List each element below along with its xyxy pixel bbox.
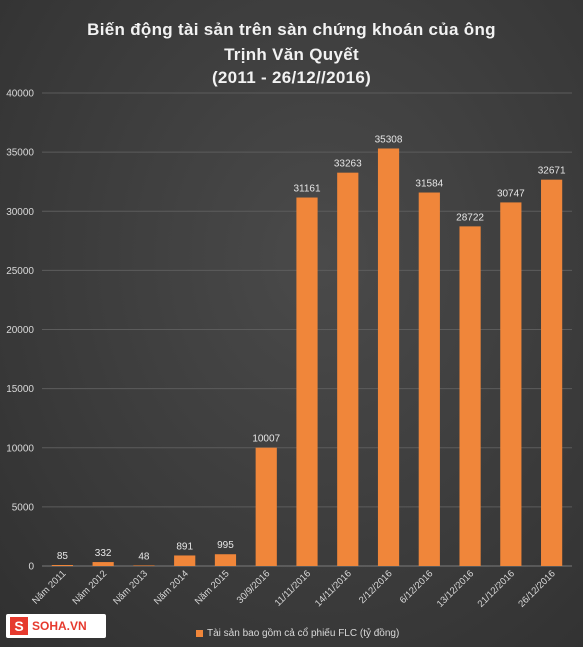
y-tick-label: 10000 [6, 443, 34, 454]
data-label: 33263 [334, 159, 362, 170]
chart-title-line-2: Trịnh Văn Quyết [224, 45, 359, 64]
x-tick-label: 21/12/2016 [476, 568, 517, 609]
data-label: 31584 [415, 179, 443, 190]
data-label: 31161 [293, 184, 321, 195]
data-label: 995 [217, 540, 234, 551]
bar [459, 226, 481, 566]
bar [418, 192, 440, 566]
data-label: 30747 [497, 188, 525, 199]
bar [92, 562, 114, 566]
bar [377, 148, 400, 566]
x-tick-label: 11/11/2016 [273, 568, 313, 608]
legend: Tài sản bao gồm cả cổ phiếu FLC (tỷ đồng… [196, 628, 399, 639]
legend-swatch [196, 630, 203, 637]
data-label: 28722 [456, 212, 484, 223]
x-tick-label: Năm 2011 [30, 568, 68, 606]
bar [296, 197, 318, 566]
data-label: 891 [176, 541, 193, 552]
x-tick-label: Năm 2014 [152, 568, 191, 607]
y-tick-label: 25000 [6, 266, 34, 277]
x-tick-label: 26/12/2016 [516, 568, 557, 609]
x-tick-label: 13/12/2016 [435, 568, 476, 609]
data-label: 32671 [538, 166, 566, 177]
data-label: 10007 [252, 434, 280, 445]
bar [214, 554, 237, 566]
x-tick-label: 30/9/2016 [235, 568, 273, 606]
soha-logo-text: SOHA.VN [32, 619, 87, 633]
soha-logo: S SOHA.VN [6, 614, 106, 638]
chart-title-line-3: (2011 - 26/12//2016) [211, 68, 372, 87]
soha-logo-mark: S [10, 617, 28, 635]
x-tick-label: Năm 2015 [193, 568, 232, 607]
x-tick-label: 6/12/2016 [398, 568, 436, 606]
x-tick-label: Năm 2012 [70, 568, 109, 607]
x-tick-label: 14/11/2016 [313, 568, 354, 609]
y-tick-label: 40000 [6, 89, 34, 100]
x-tick-label: 2/12/2016 [357, 568, 395, 606]
bar [500, 202, 522, 566]
y-tick-label: 0 [28, 562, 34, 573]
bar [541, 179, 563, 567]
y-tick-label: 15000 [6, 384, 34, 395]
bar [174, 555, 196, 566]
chart-title-line-1: Biến động tài sản trên sàn chứng khoán c… [87, 20, 496, 39]
y-tick-label: 30000 [6, 207, 34, 218]
data-label: 48 [138, 551, 150, 562]
y-tick-label: 20000 [6, 325, 34, 336]
bar [337, 172, 359, 566]
data-label: 332 [95, 548, 112, 559]
data-label: 35308 [375, 134, 403, 145]
x-tick-label: Năm 2013 [111, 568, 150, 607]
y-tick-label: 35000 [6, 148, 34, 159]
data-label: 85 [57, 551, 69, 562]
bar [255, 447, 277, 566]
legend-label: Tài sản bao gồm cả cổ phiếu FLC (tỷ đồng… [207, 628, 400, 639]
bar [133, 565, 155, 566]
bar [51, 564, 73, 566]
y-tick-label: 5000 [12, 502, 35, 513]
